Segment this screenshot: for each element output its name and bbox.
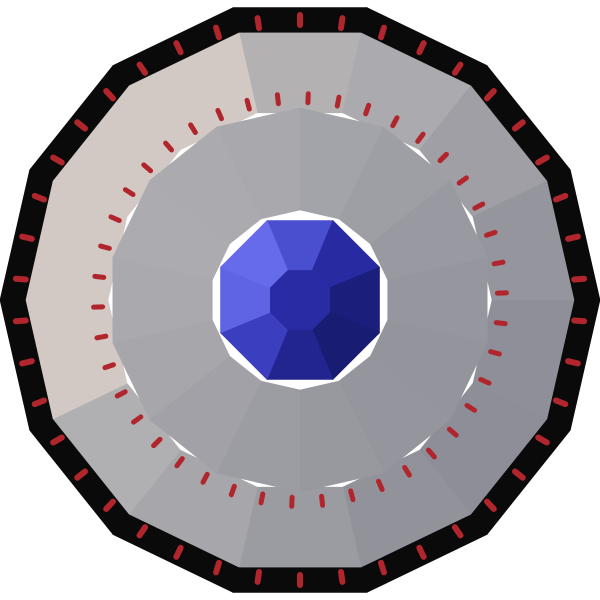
marker-tick [213, 559, 222, 576]
marker-tick [12, 317, 29, 325]
marker-tick [228, 483, 237, 498]
marker-tick [451, 61, 464, 76]
marker-tick [494, 290, 509, 296]
marker-tick [94, 333, 109, 341]
outer-ring-facet [238, 486, 362, 568]
marker-tick [174, 456, 185, 469]
marker-tick [92, 273, 107, 280]
marker-tick [102, 362, 116, 371]
marker-tick [319, 493, 326, 508]
marker-tick [163, 140, 175, 153]
marker-tick [511, 468, 526, 481]
marker-tick [337, 15, 346, 32]
marker-tick [535, 434, 550, 446]
marker-tick [472, 201, 486, 211]
marker-tick [141, 162, 154, 174]
marker-tick [376, 478, 385, 493]
marker-tick [305, 91, 311, 106]
marker-tick [215, 107, 224, 122]
gem-table [270, 270, 330, 330]
marker-tick [425, 447, 437, 460]
marker-tick [552, 397, 569, 408]
marker-tick [402, 464, 412, 478]
marker-tick [188, 122, 198, 136]
marker-tick [136, 61, 149, 76]
marker-tick [437, 151, 449, 164]
marker-tick [415, 131, 426, 144]
marker-tick [254, 15, 263, 32]
marker-tick [258, 491, 266, 506]
marker-tick [19, 358, 35, 367]
marker-tick [108, 214, 122, 224]
marker-tick [378, 559, 387, 576]
marker-tick [289, 494, 295, 509]
marker-tick [464, 402, 478, 413]
marker-tick [337, 568, 346, 585]
marker-tick [416, 544, 427, 560]
marker-tick [571, 317, 588, 325]
marker-tick [19, 233, 35, 242]
marker-tick [50, 154, 65, 166]
marker-tick [378, 24, 387, 41]
marker-tick [173, 40, 184, 56]
marker-tick [244, 97, 252, 112]
marker-tick [493, 320, 508, 327]
marker-tick [200, 471, 210, 485]
marker-tick [456, 175, 469, 186]
marker-tick [491, 259, 506, 267]
marker-tick [511, 119, 526, 132]
sapphire-gem-icon[interactable] [219, 219, 381, 381]
marker-tick [114, 389, 128, 399]
marker-tick [535, 154, 550, 166]
marker-tick [31, 192, 48, 203]
marker-tick [363, 102, 372, 117]
marker-tick [136, 524, 149, 539]
outer-ring-facet [238, 32, 362, 114]
marker-tick [446, 426, 459, 438]
marker-tick [484, 229, 498, 238]
marker-tick [131, 414, 144, 425]
marker-tick [213, 24, 222, 41]
marker-tick [297, 12, 303, 28]
marker-tick [103, 88, 117, 102]
marker-tick [12, 275, 29, 283]
marker-tick [50, 434, 65, 446]
marker-tick [483, 88, 497, 102]
outer-ring-facet [128, 32, 258, 151]
marker-tick [297, 572, 303, 588]
marker-tick [552, 192, 569, 203]
marker-tick [91, 304, 106, 310]
marker-tick [478, 376, 492, 386]
marker-tick [348, 488, 356, 503]
marker-tick [488, 349, 502, 357]
marker-tick [173, 544, 184, 560]
marker-tick [416, 40, 427, 56]
marker-tick [31, 397, 48, 408]
marker-tick [254, 568, 263, 585]
marker-tick [274, 92, 281, 107]
marker-tick [151, 436, 163, 449]
marker-ring [12, 12, 588, 588]
marker-tick [571, 275, 588, 283]
inner-ring-facet [216, 107, 301, 220]
marker-tick [334, 94, 342, 109]
marker-tick [74, 119, 89, 132]
marker-tick [565, 358, 581, 367]
marker-tick [74, 468, 89, 481]
marker-tick [451, 524, 464, 539]
marker-tick [483, 498, 497, 512]
marker-tick [565, 233, 581, 242]
marker-tick [390, 115, 400, 129]
inner-ring [112, 107, 488, 493]
marker-tick [98, 243, 112, 251]
marker-tick [103, 498, 117, 512]
marker-tick [122, 187, 136, 198]
